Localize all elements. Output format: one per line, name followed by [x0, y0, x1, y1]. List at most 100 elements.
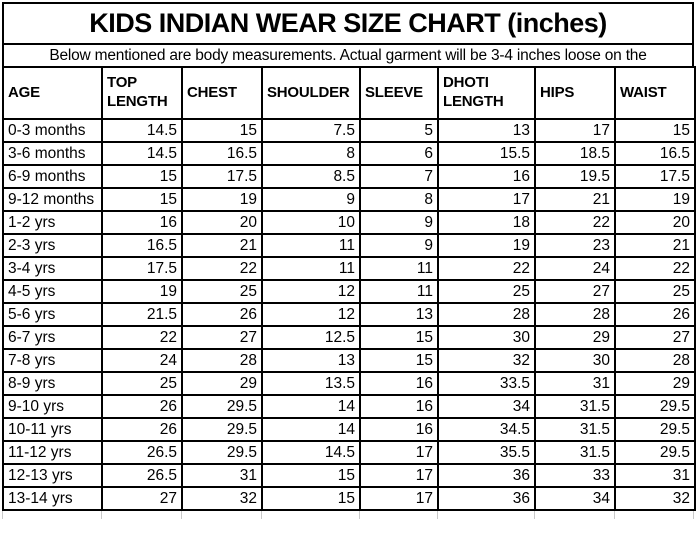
- measurement-cell: 13: [261, 348, 361, 373]
- age-cell: 6-7 yrs: [2, 325, 103, 350]
- measurement-cell: 9: [261, 187, 361, 212]
- measurement-cell: 32: [614, 486, 696, 511]
- measurement-cell: 31.5: [534, 394, 616, 419]
- measurement-cell: 11: [261, 233, 361, 258]
- measurement-cell: 13: [359, 302, 439, 327]
- measurement-cell: 18.5: [534, 141, 616, 166]
- faint-gridline: [181, 511, 182, 519]
- measurement-cell: 14.5: [261, 440, 361, 465]
- age-cell: 10-11 yrs: [2, 417, 103, 442]
- table-row: 12-13 yrs 26.5 31 15 17 36 33 31: [2, 463, 696, 488]
- measurement-cell: 14: [261, 417, 361, 442]
- age-cell: 9-12 months: [2, 187, 103, 212]
- table-row: 2-3 yrs 16.5 21 11 9 19 23 21: [2, 233, 696, 258]
- measurement-cell: 7.5: [261, 118, 361, 143]
- measurement-cell: 36: [437, 463, 536, 488]
- measurement-cell: 29.5: [614, 417, 696, 442]
- column-header: TOP LENGTH: [101, 66, 183, 120]
- table-row: 9-10 yrs 26 29.5 14 16 34 31.5 29.5: [2, 394, 696, 419]
- faint-gridline: [437, 511, 438, 519]
- measurement-cell: 14.5: [101, 141, 183, 166]
- measurement-cell: 27: [534, 279, 616, 304]
- measurement-cell: 25: [181, 279, 263, 304]
- age-cell: 6-9 months: [2, 164, 103, 189]
- measurement-cell: 17: [437, 187, 536, 212]
- measurement-cell: 15: [101, 187, 183, 212]
- faint-gridline: [359, 511, 360, 519]
- table-row: 3-4 yrs 17.5 22 11 11 22 24 22: [2, 256, 696, 281]
- measurement-cell: 19: [101, 279, 183, 304]
- column-header: SLEEVE: [359, 66, 439, 120]
- measurement-cell: 29: [614, 371, 696, 396]
- measurement-cell: 16: [359, 417, 439, 442]
- age-cell: 13-14 yrs: [2, 486, 103, 511]
- faint-gridline: [261, 511, 262, 519]
- measurement-cell: 13: [437, 118, 536, 143]
- column-header: SHOULDER: [261, 66, 361, 120]
- table-row: 9-12 months 15 19 9 8 17 21 19: [2, 187, 696, 212]
- table-row: 11-12 yrs 26.5 29.5 14.5 17 35.5 31.5 29.5: [2, 440, 696, 465]
- measurement-cell: 15: [359, 348, 439, 373]
- measurement-cell: 21: [534, 187, 616, 212]
- measurement-cell: 22: [101, 325, 183, 350]
- age-cell: 3-4 yrs: [2, 256, 103, 281]
- measurement-cell: 17.5: [614, 164, 696, 189]
- measurement-cell: 16: [359, 394, 439, 419]
- measurement-cell: 14.5: [101, 118, 183, 143]
- measurement-cell: 29: [534, 325, 616, 350]
- measurement-cell: 14: [261, 394, 361, 419]
- measurement-cell: 30: [534, 348, 616, 373]
- measurement-cell: 5: [359, 118, 439, 143]
- measurement-cell: 31: [181, 463, 263, 488]
- measurement-cell: 25: [614, 279, 696, 304]
- measurement-cell: 10: [261, 210, 361, 235]
- measurement-cell: 12.5: [261, 325, 361, 350]
- measurement-cell: 15.5: [437, 141, 536, 166]
- measurement-cell: 11: [359, 279, 439, 304]
- measurement-cell: 16.5: [101, 233, 183, 258]
- measurement-cell: 19: [614, 187, 696, 212]
- measurement-cell: 22: [181, 256, 263, 281]
- measurement-cell: 21: [614, 233, 696, 258]
- column-header: AGE: [2, 66, 103, 120]
- measurement-cell: 23: [534, 233, 616, 258]
- measurement-cell: 17: [359, 463, 439, 488]
- measurement-cell: 11: [261, 256, 361, 281]
- measurement-cell: 31.5: [534, 440, 616, 465]
- measurement-cell: 34: [534, 486, 616, 511]
- measurement-cell: 28: [437, 302, 536, 327]
- measurement-cell: 15: [101, 164, 183, 189]
- table-row: 8-9 yrs 25 29 13.5 16 33.5 31 29: [2, 371, 696, 396]
- measurement-cell: 22: [534, 210, 616, 235]
- measurement-cell: 16: [359, 371, 439, 396]
- age-cell: 2-3 yrs: [2, 233, 103, 258]
- table-row: 13-14 yrs 27 32 15 17 36 34 32: [2, 486, 696, 511]
- measurement-cell: 29.5: [614, 440, 696, 465]
- measurement-cell: 19: [181, 187, 263, 212]
- table-row: 5-6 yrs 21.5 26 12 13 28 28 26: [2, 302, 696, 327]
- measurement-cell: 25: [437, 279, 536, 304]
- measurement-cell: 24: [101, 348, 183, 373]
- measurement-cell: 17: [534, 118, 616, 143]
- table-row: 6-9 months 15 17.5 8.5 7 16 19.5 17.5: [2, 164, 696, 189]
- measurement-cell: 31: [614, 463, 696, 488]
- measurement-cell: 29: [181, 371, 263, 396]
- faint-gridline: [101, 511, 102, 519]
- measurement-cell: 16.5: [181, 141, 263, 166]
- measurement-cell: 32: [437, 348, 536, 373]
- measurement-cell: 8: [261, 141, 361, 166]
- table-row: 6-7 yrs 22 27 12.5 15 30 29 27: [2, 325, 696, 350]
- measurement-cell: 35.5: [437, 440, 536, 465]
- measurement-cell: 15: [359, 325, 439, 350]
- partial-gridline-strip: [2, 511, 694, 519]
- measurement-cell: 12: [261, 279, 361, 304]
- faint-gridline: [2, 511, 3, 519]
- measurement-cell: 17: [359, 486, 439, 511]
- measurement-cell: 15: [181, 118, 263, 143]
- age-cell: 0-3 months: [2, 118, 103, 143]
- size-chart-sheet: KIDS INDIAN WEAR SIZE CHART (inches) Bel…: [2, 2, 696, 519]
- size-chart-table: AGE TOP LENGTH CHEST SHOULDER SLEEVE DHOTI LE…: [2, 66, 696, 511]
- measurement-cell: 24: [534, 256, 616, 281]
- measurement-cell: 27: [101, 486, 183, 511]
- measurement-cell: 9: [359, 233, 439, 258]
